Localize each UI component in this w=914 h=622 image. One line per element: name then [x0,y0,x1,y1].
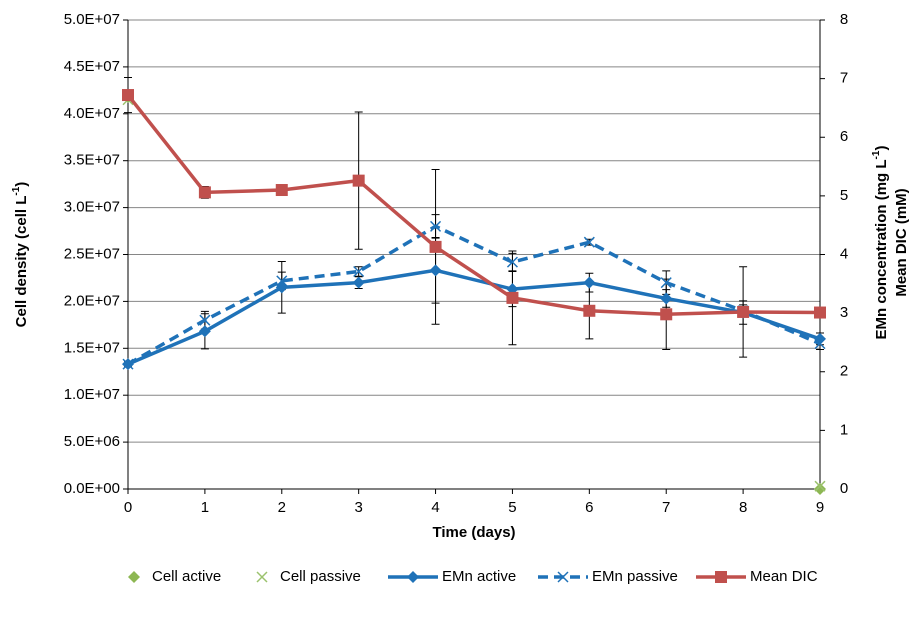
marker [276,275,288,287]
y2-axis-label-part: ) [873,146,890,151]
marker [583,304,596,317]
y2-axis-label: Mean DIC (mM) [893,188,910,296]
legend-item: EMn passive [538,568,678,585]
marker [660,277,672,289]
y-tick-label: 3.5E+07 [64,152,120,169]
legend-item: EMn active [388,568,516,585]
marker [352,174,365,187]
legend-item: Cell active [128,568,221,585]
marker [353,265,365,278]
y2-axis-label-part: EMn concentration (mg L [873,159,890,339]
marker [506,256,518,268]
y-tick-label: 2.5E+07 [64,245,120,262]
y2-tick-label: 5 [840,187,848,204]
marker [122,89,134,102]
marker [352,276,365,289]
y2-tick-label: 8 [840,11,848,28]
x-tick-label: 8 [739,499,747,516]
marker [506,291,519,304]
y-tick-label: 1.0E+07 [64,386,120,403]
y2-tick-label: 1 [840,421,848,438]
marker [256,571,268,583]
marker [198,186,211,199]
y-tick-label: 4.5E+07 [64,58,120,75]
legend-item: Mean DIC [696,568,818,585]
marker [660,308,673,321]
marker [128,571,140,583]
x-tick-label: 2 [278,499,286,516]
marker [737,305,750,318]
y-tick-label: 1.5E+07 [64,339,120,356]
x-tick-label: 6 [585,499,593,516]
marker [557,571,569,583]
x-tick-label: 5 [508,499,516,516]
x-tick-label: 7 [662,499,670,516]
legend-label: Cell active [152,568,221,585]
marker [715,571,727,583]
x-axis-label: Time (days) [432,524,515,541]
y-tick-label: 2.0E+07 [64,292,120,309]
y2-tick-label: 6 [840,128,848,145]
y-tick-label: 5.0E+07 [64,11,120,28]
y-axis-label-part: -1 [11,186,22,195]
y-axis-label-part: Cell density (cell L [13,196,30,328]
x-tick-label: 1 [201,499,209,516]
marker [198,325,211,338]
y-axis-label: Cell density (cell L-1) [11,182,30,328]
y2-axis-label-part: -1 [871,150,882,159]
marker [275,184,288,197]
marker [814,483,826,495]
marker [660,292,673,305]
legend-label: EMn passive [592,568,678,585]
marker [814,306,826,319]
series-line [127,224,821,366]
series-line [127,268,821,366]
y-tick-label: 0.0E+00 [64,480,120,497]
marker [407,571,419,583]
x-tick-label: 9 [816,499,824,516]
marker [429,264,442,277]
marker [199,314,211,326]
y-tick-label: 5.0E+06 [64,433,120,450]
y2-tick-label: 2 [840,363,848,380]
marker [583,236,595,248]
y2-axis-label-part: Mean DIC (mM) [893,188,910,296]
marker [429,240,442,253]
y-tick-label: 3.0E+07 [64,199,120,216]
legend-label: EMn active [442,568,516,585]
series-line [126,93,821,317]
legend-label: Mean DIC [750,568,818,585]
y2-tick-label: 0 [840,480,848,497]
legend-item: Cell passive [256,568,361,585]
marker [814,338,826,350]
y2-axis-label: EMn concentration (mg L-1) [871,146,890,340]
y2-tick-label: 3 [840,304,848,321]
marker [583,276,596,289]
y-tick-label: 4.0E+07 [64,105,120,122]
y2-tick-label: 7 [840,70,848,87]
x-tick-label: 0 [124,499,132,516]
y-axis-label-part: ) [13,182,30,187]
x-tick-label: 4 [431,499,439,516]
y2-tick-label: 4 [840,245,848,262]
marker [122,358,134,370]
legend-label: Cell passive [280,568,361,585]
marker [430,220,442,232]
x-tick-label: 3 [354,499,362,516]
marker [814,480,826,492]
